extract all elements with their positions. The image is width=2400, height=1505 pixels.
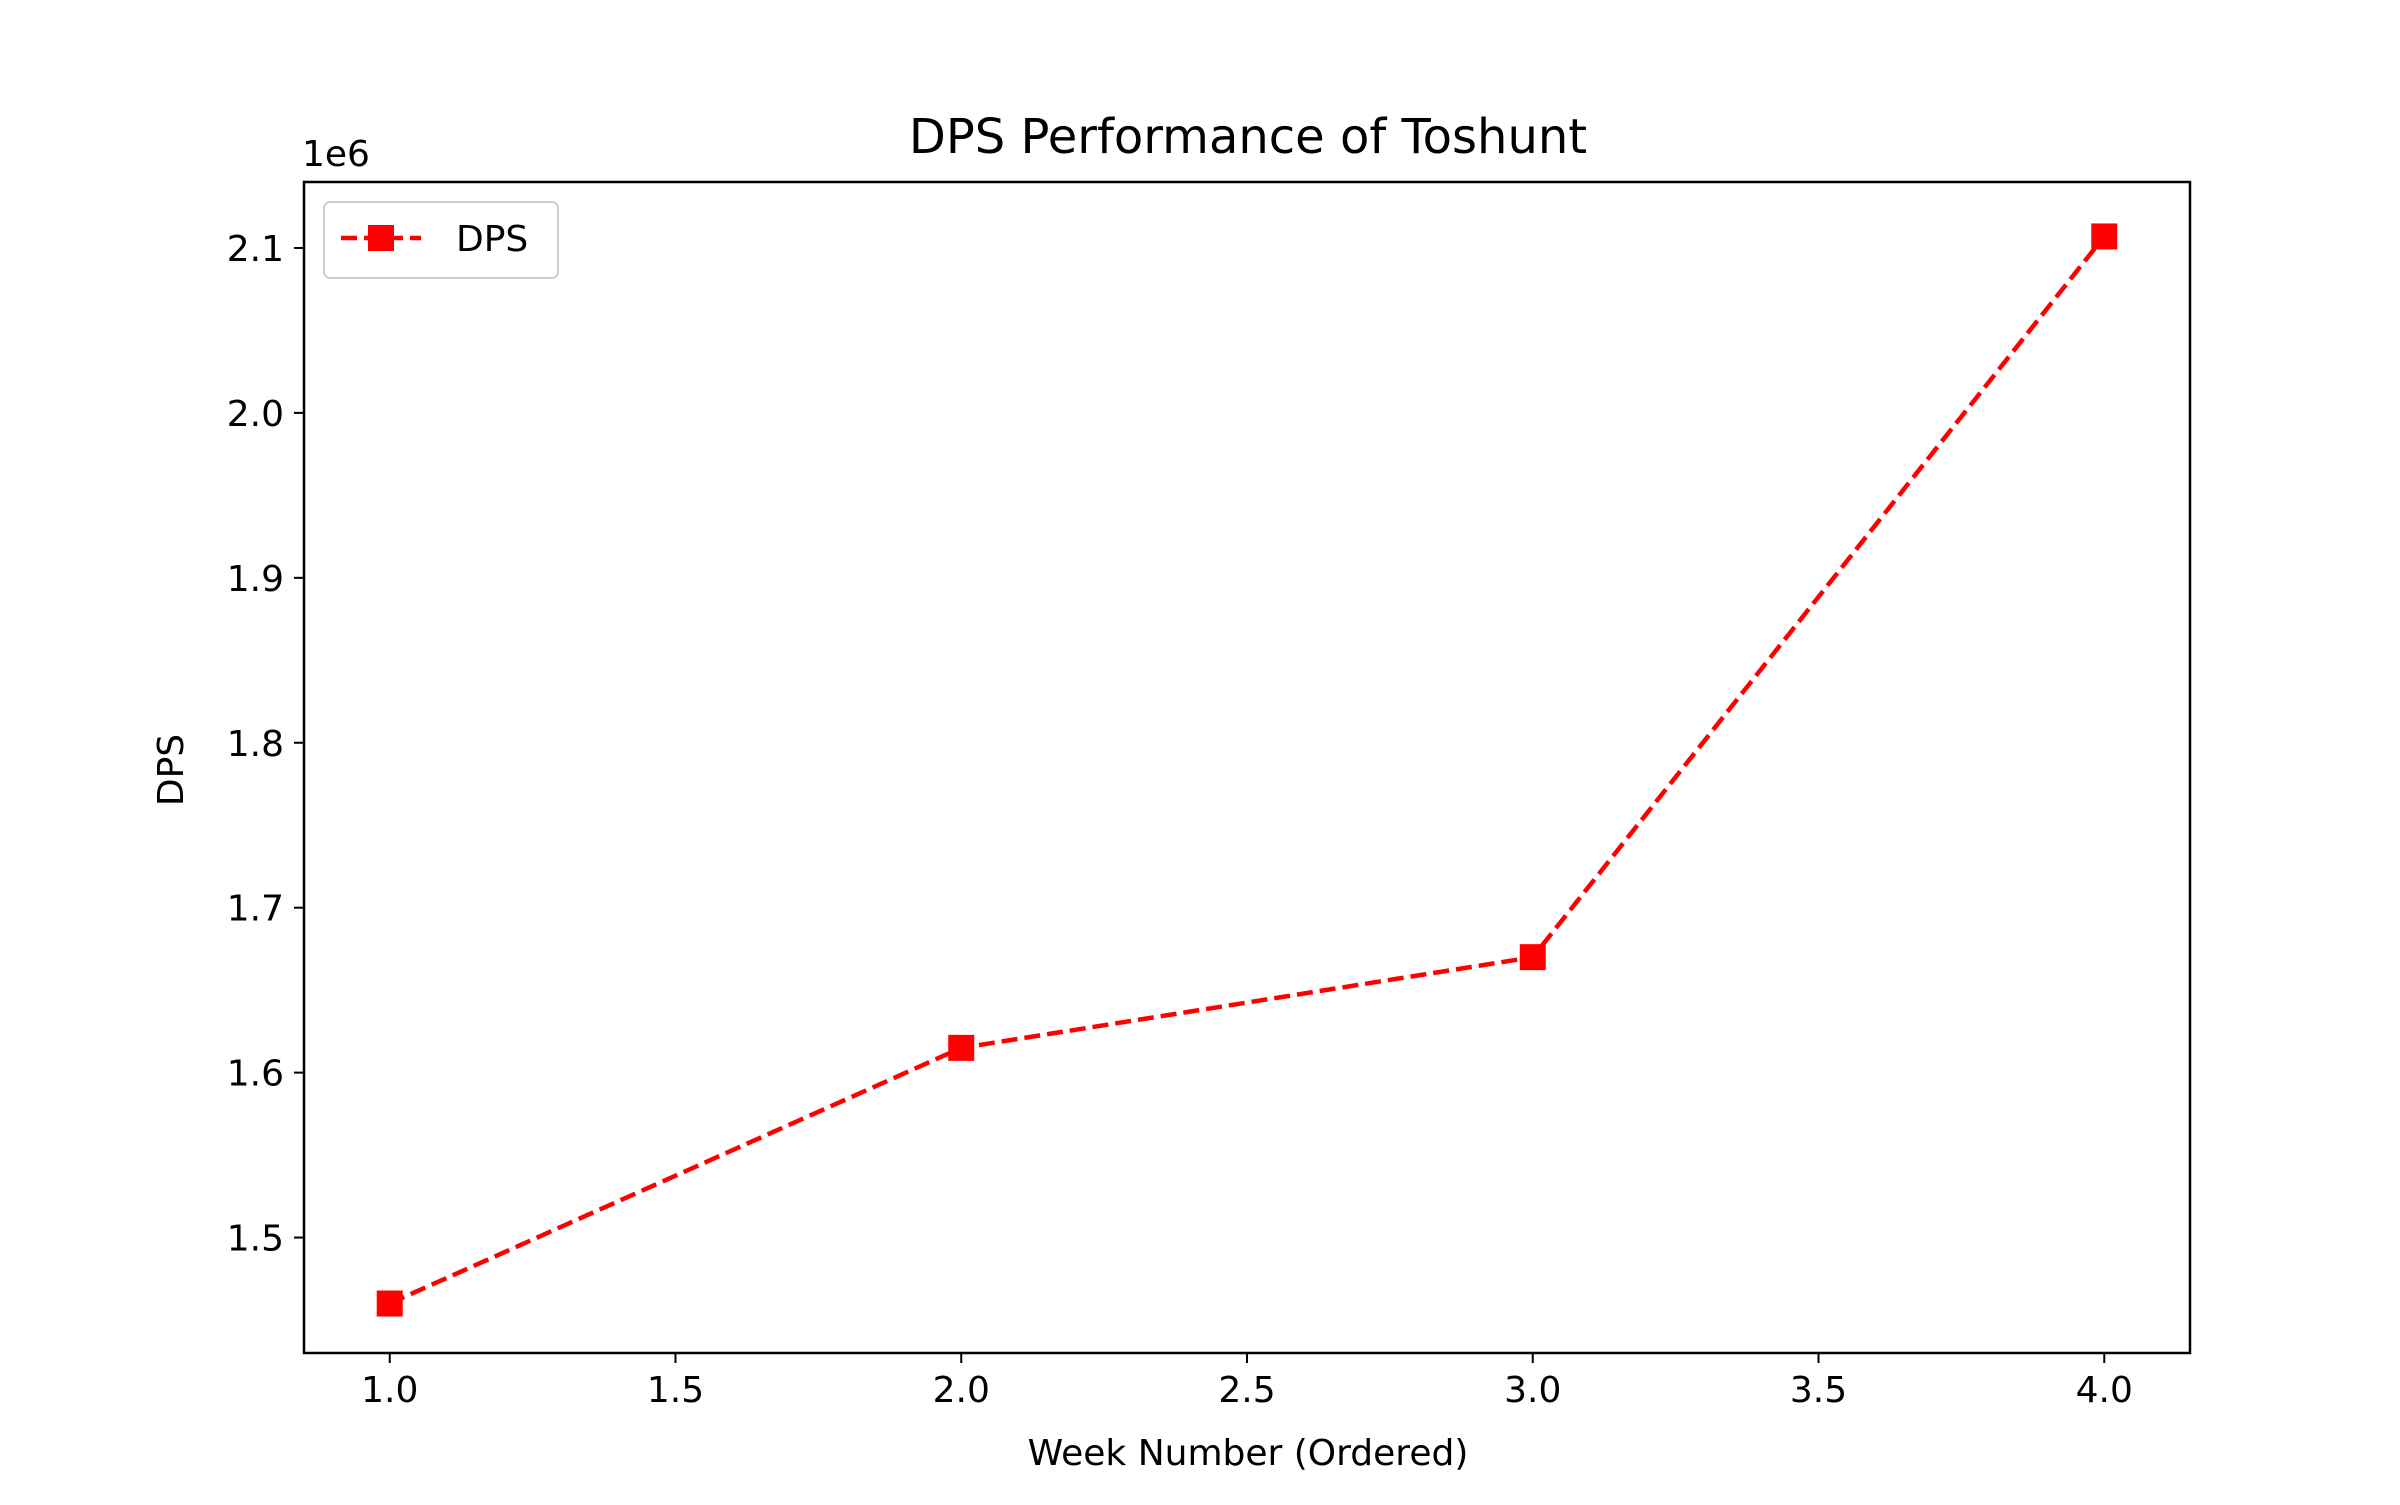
x-axis-label: Week Number (Ordered) <box>1028 1433 1469 1474</box>
y-tick-label: 2.1 <box>227 229 284 270</box>
x-tick-label: 2.5 <box>1218 1370 1275 1411</box>
x-tick-label: 3.0 <box>1504 1370 1561 1411</box>
y-tick-label: 1.9 <box>227 559 284 600</box>
chart-title: DPS Performance of Toshunt <box>909 109 1587 165</box>
legend-marker <box>368 225 394 251</box>
data-point-dps <box>948 1034 975 1061</box>
data-point-dps <box>1519 944 1546 971</box>
y-tick-label: 1.8 <box>227 724 284 765</box>
y-axis-label: DPS <box>151 734 192 806</box>
y-tick-label: 1.5 <box>227 1219 284 1260</box>
y-offset-label: 1e6 <box>302 134 370 175</box>
x-tick-label: 2.0 <box>933 1370 990 1411</box>
y-tick-label: 1.7 <box>227 889 284 930</box>
plot-frame <box>302 180 2192 1355</box>
legend: DPS <box>323 201 559 279</box>
plot-area: 1.0 1.5 2.0 2.5 3.0 3.5 4.0 1.5 1.6 1.7 1.8 1.9 2.0 2… <box>227 180 2192 1411</box>
x-tick-label: 1.0 <box>361 1370 418 1411</box>
x-tick-label: 4.0 <box>2076 1370 2133 1411</box>
series-line-dps <box>388 235 2107 1306</box>
x-tick-label: 1.5 <box>647 1370 704 1411</box>
legend-label: DPS <box>456 219 528 260</box>
y-tick-label: 2.0 <box>227 394 284 435</box>
x-tick-label: 3.5 <box>1790 1370 1847 1411</box>
data-point-dps <box>376 1290 403 1317</box>
y-tick-label: 1.6 <box>227 1054 284 1095</box>
legend-frame <box>323 201 559 279</box>
data-point-dps <box>2091 223 2118 250</box>
